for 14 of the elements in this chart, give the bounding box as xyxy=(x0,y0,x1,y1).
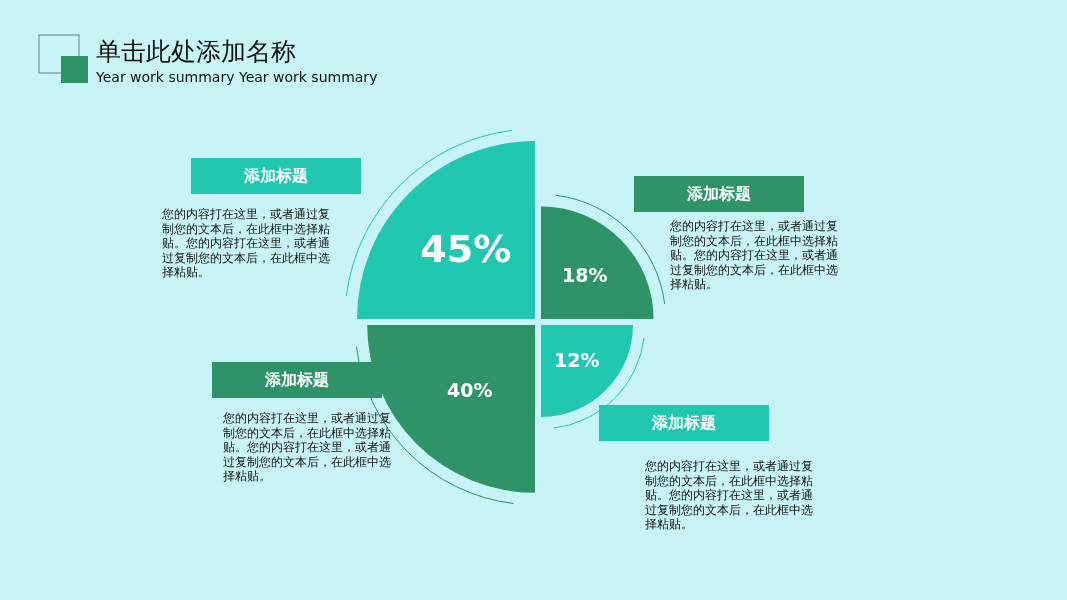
text: 您的内容打在这里，或者通过复制您的文本后，在此框中选择粘贴。您的内容打在这里，或者通过复制您的文本后，在此框中选择粘贴。 xyxy=(223,411,392,484)
text: 添加标题 xyxy=(599,405,769,441)
text: 您的内容打在这里，或者通过复制您的文本后，在此框中选择粘贴。您的内容打在这里，或者通过复制您的文本后，在此框中选择粘贴。 xyxy=(162,207,331,280)
data-label: 40% xyxy=(445,378,494,402)
text: 您的内容打在这里，或者通过复制您的文本后，在此框中选择粘贴。您的内容打在这里，或者通过复制您的文本后，在此框中选择粘贴。 xyxy=(670,219,839,292)
text: 您的内容打在这里，或者通过复制您的文本后，在此框中选择粘贴。您的内容打在这里，或者通过复制您的文本后，在此框中选择粘贴。 xyxy=(645,459,814,532)
text: 单击此处添加名称 xyxy=(96,36,296,68)
text: 添加标题 xyxy=(191,158,361,194)
data-label: 12% xyxy=(553,349,601,373)
text: 添加标题 xyxy=(212,362,382,398)
text: 添加标题 xyxy=(634,176,804,212)
text: Year work summary Year work summary xyxy=(96,69,378,85)
data-label: 18% xyxy=(561,263,609,287)
data-label: 45% xyxy=(419,226,513,273)
